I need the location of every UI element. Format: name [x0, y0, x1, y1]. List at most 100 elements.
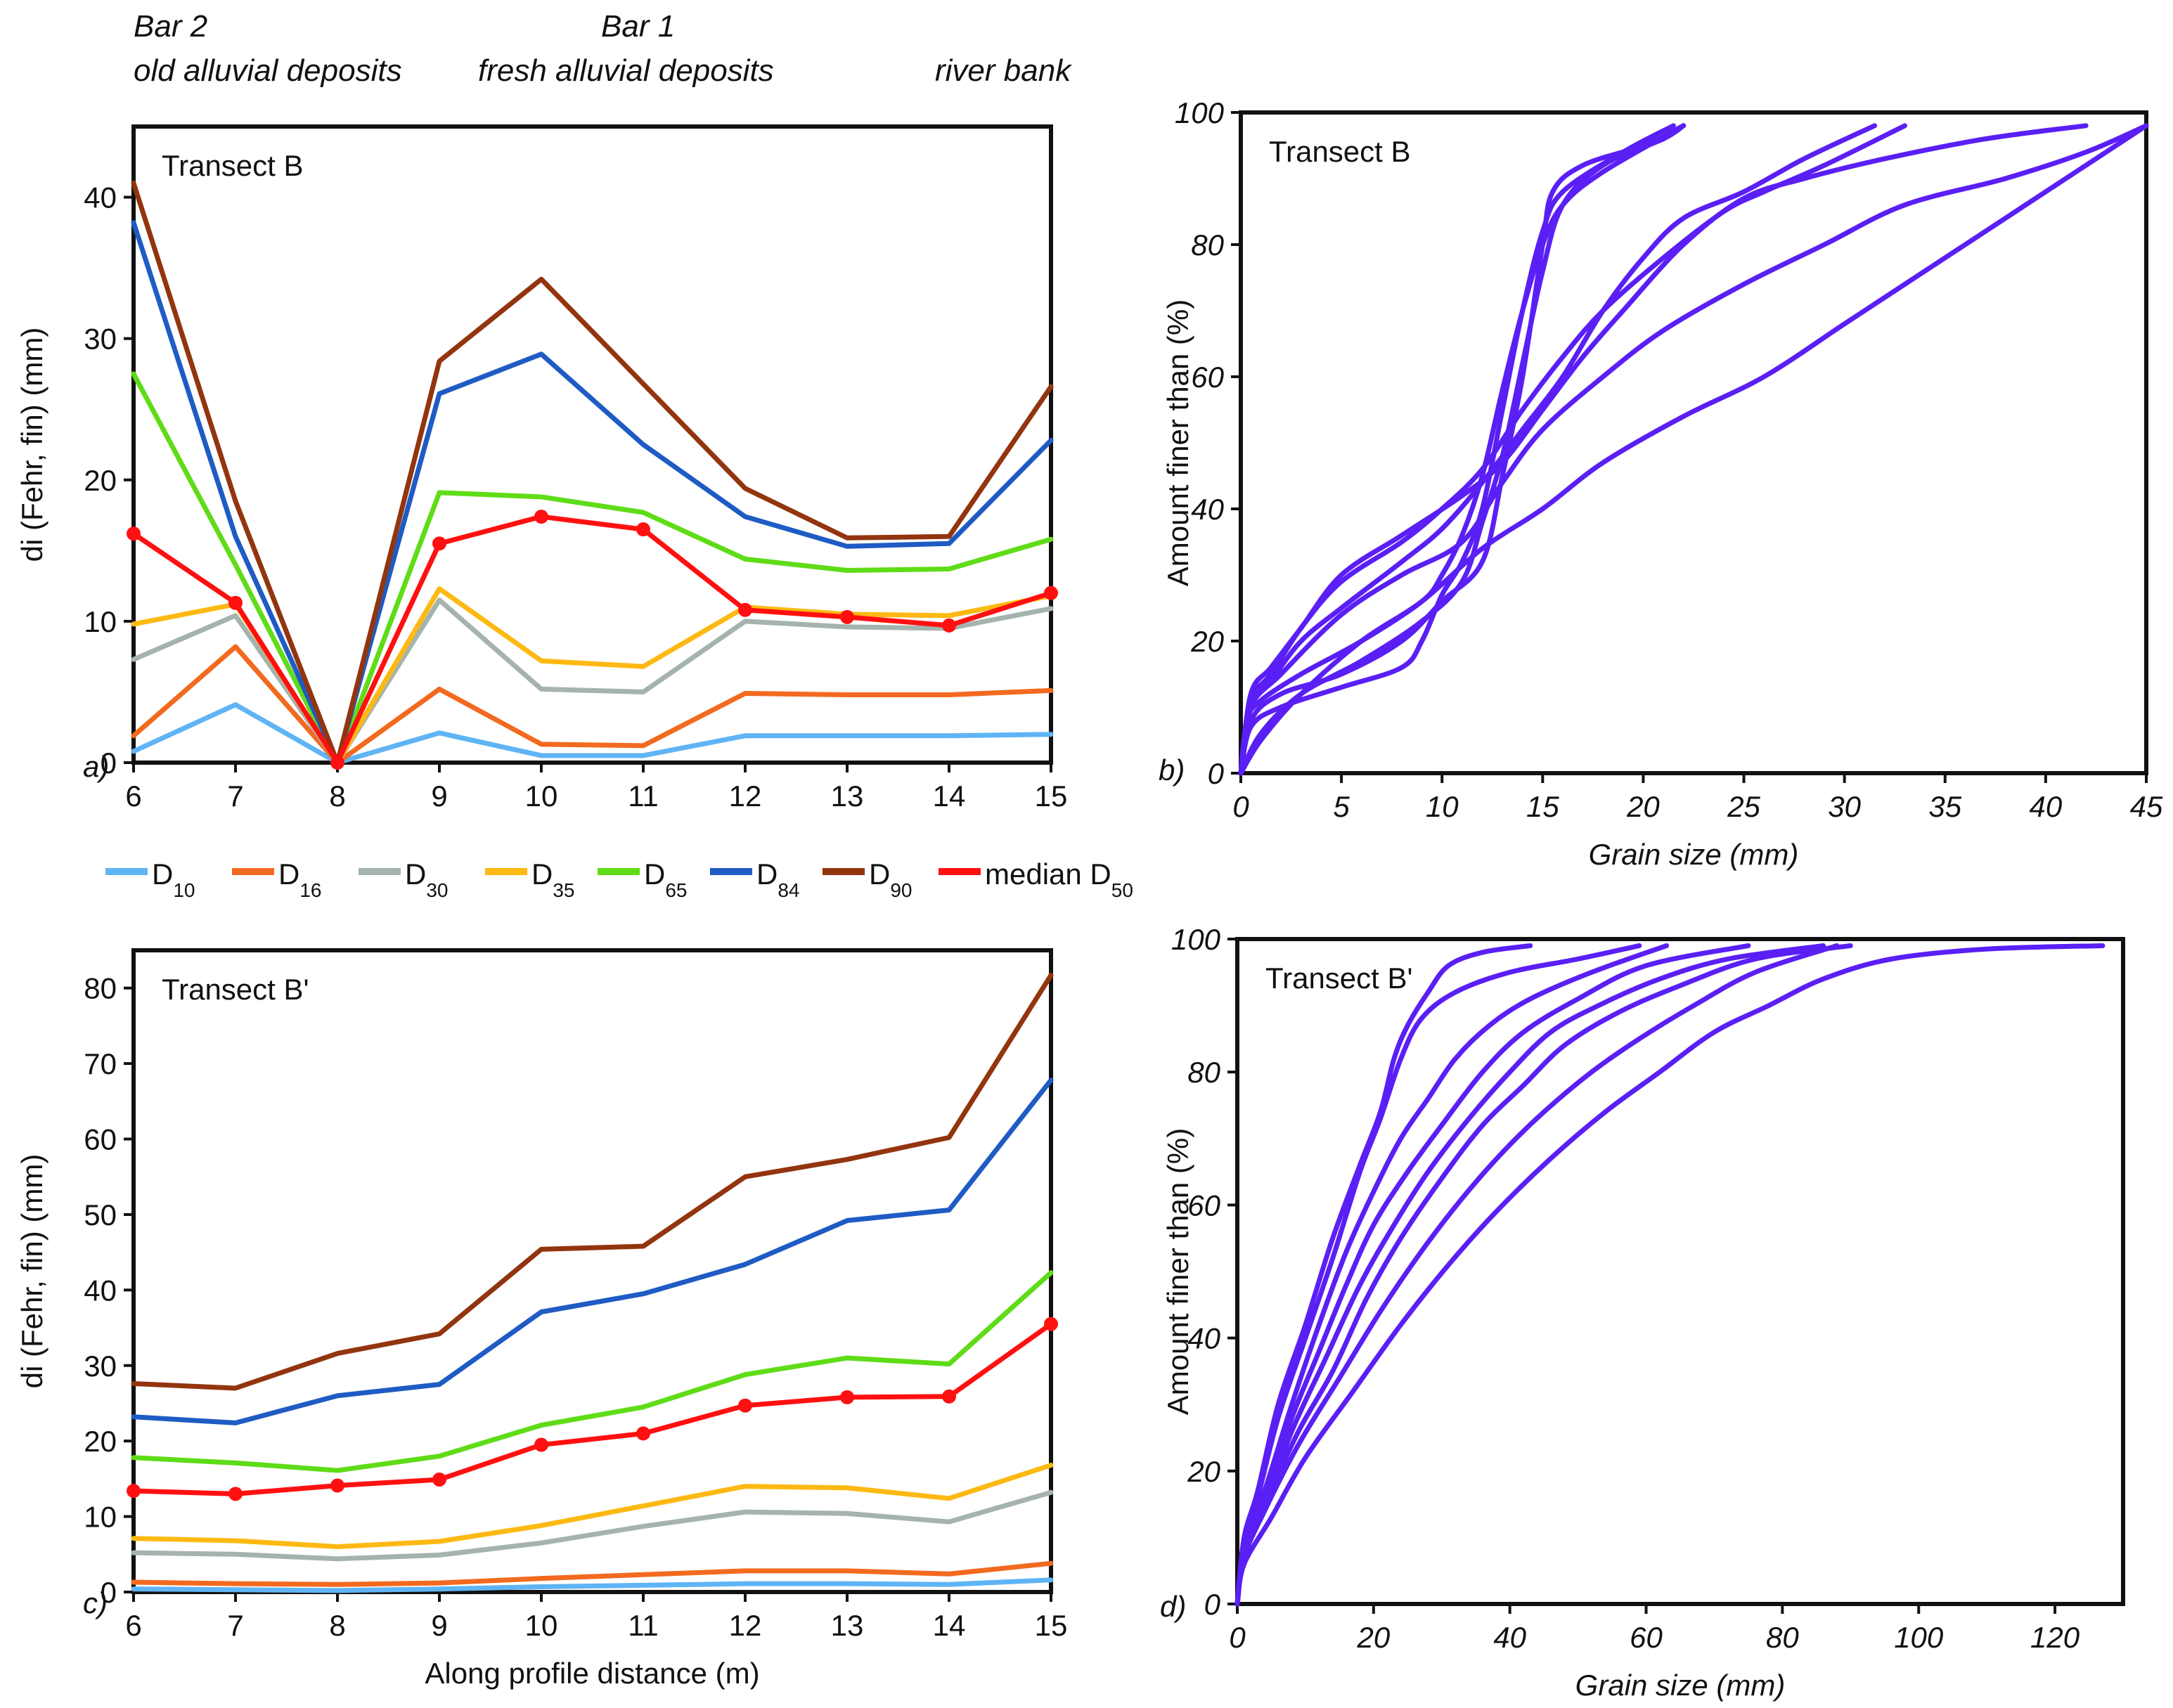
series-line	[1234, 943, 1853, 1607]
y-tick-label: 20	[1190, 625, 1224, 658]
data-point	[840, 1390, 854, 1404]
series-line	[1238, 123, 2149, 776]
legend-label-sub: 84	[778, 879, 799, 901]
y-tick-label: 30	[84, 323, 117, 356]
x-tick-label: 0	[1229, 1621, 1246, 1654]
y-tick-label: 20	[84, 464, 117, 497]
series-line	[1234, 943, 1751, 1607]
annotation-bar1-sub: fresh alluvial deposits	[478, 53, 774, 88]
y-tick-label: 60	[1191, 361, 1224, 394]
legend-label: D35	[531, 858, 575, 901]
panel-label: a)	[83, 750, 109, 783]
panel-title: Transect B	[162, 149, 304, 182]
legend-item-d10: D10	[105, 858, 195, 901]
series-curve-2	[1234, 943, 1642, 1607]
x-tick-label: 9	[431, 779, 447, 813]
legend-label-main: D	[644, 858, 665, 891]
legend-label-main: D	[756, 858, 778, 891]
x-tick-label: 15	[1035, 779, 1068, 813]
x-tick-label: 10	[525, 1609, 558, 1642]
x-tick-label: 8	[329, 779, 345, 813]
y-tick-label: 80	[1187, 1056, 1220, 1089]
annotation-bar2-sub: old alluvial deposits	[134, 53, 402, 88]
y-axis-label: Amount finer than (%)	[1161, 299, 1194, 587]
y-tick-label: 10	[84, 1501, 117, 1534]
series-curve-7	[1238, 123, 2149, 776]
series-d84	[131, 1078, 1054, 1425]
data-point	[738, 1398, 752, 1413]
series-line	[1234, 943, 1642, 1607]
legend-item-d35: D35	[485, 858, 575, 901]
series-d30	[131, 1489, 1054, 1562]
legend-label-sub: 30	[426, 879, 448, 901]
data-point	[127, 526, 141, 541]
series-line	[1234, 943, 1670, 1607]
x-tick-label: 20	[1356, 1621, 1390, 1654]
x-tick-label: 40	[1493, 1621, 1526, 1654]
series-curve-3	[1238, 123, 1687, 776]
y-tick-label: 60	[84, 1123, 117, 1156]
series-median-d50	[127, 510, 1058, 770]
legend-label: D30	[405, 858, 449, 901]
panel-c: 6 7 8 9 10 11 12 13 14 15 0 10 20 30 40 50 60 70 80 Along p…	[15, 948, 1068, 1690]
data-point	[942, 618, 956, 633]
panel-a: 6 7 8 9 10 11 12 13 14 15 0 10 20 30 40 di (Fehr, fin) …	[15, 124, 1068, 813]
legend-item-d65: D65	[598, 858, 688, 901]
x-tick-label: 20	[1626, 790, 1660, 823]
series-curve-4	[1234, 943, 1751, 1607]
y-tick-label: 100	[1175, 96, 1225, 129]
series-line	[131, 644, 1054, 765]
series-line	[131, 1078, 1054, 1425]
series-line	[131, 1489, 1054, 1562]
legend-label-main: D	[152, 858, 173, 891]
panel-label: b)	[1159, 753, 1185, 787]
series-line	[1238, 123, 1687, 776]
series-curve-9	[1238, 123, 1687, 776]
data-point	[432, 536, 446, 551]
x-tick-label: 6	[125, 779, 141, 813]
series-d10	[131, 702, 1054, 765]
series-line	[131, 1577, 1054, 1593]
data-point	[636, 1426, 650, 1441]
series-d10	[131, 1577, 1054, 1593]
panel-title: Transect B'	[162, 973, 309, 1006]
x-tick-label: 6	[125, 1609, 141, 1642]
data-point	[840, 609, 854, 624]
series-line	[131, 702, 1054, 765]
series-line	[1238, 123, 2089, 776]
legend-item-d16: D16	[232, 858, 322, 901]
legend-item-d84: D84	[710, 858, 800, 901]
panel-title: Transect B	[1269, 135, 1411, 168]
panel-label: d)	[1160, 1590, 1186, 1623]
y-tick-label: 0	[101, 746, 117, 779]
x-tick-label: 14	[933, 1609, 966, 1642]
legend-label: D16	[278, 858, 322, 901]
plot-frame	[1235, 937, 2125, 1606]
data-point	[942, 1389, 956, 1404]
legend-item-d50: median D50	[939, 858, 1133, 901]
x-tick-label: 15	[1526, 790, 1559, 823]
data-point	[330, 756, 344, 770]
legend-item-d90: D90	[823, 858, 913, 901]
series-line	[1238, 123, 1676, 776]
series-line	[1238, 123, 1687, 776]
x-tick-label: 13	[831, 779, 864, 813]
y-tick-label: 40	[1187, 1322, 1220, 1355]
x-tick-label: 45	[2130, 790, 2163, 823]
series-line	[1234, 943, 1826, 1607]
x-tick-label: 5	[1333, 790, 1350, 823]
data-point	[228, 1487, 243, 1501]
panel-title: Transect B'	[1265, 962, 1413, 995]
series-d16	[131, 1560, 1054, 1587]
y-tick-label: 30	[84, 1350, 117, 1383]
legend-label-main: D	[278, 858, 299, 891]
legend-label-sub: 90	[890, 879, 912, 901]
series-line	[131, 220, 1054, 765]
y-tick-label: 40	[1191, 493, 1224, 526]
x-tick-label: 7	[227, 779, 243, 813]
y-tick-label: 80	[1191, 228, 1224, 261]
series-curve-1	[1238, 123, 1687, 776]
series-curve-1	[1234, 943, 1533, 1607]
x-tick-label: 15	[1035, 1609, 1068, 1642]
series-line	[131, 180, 1054, 765]
